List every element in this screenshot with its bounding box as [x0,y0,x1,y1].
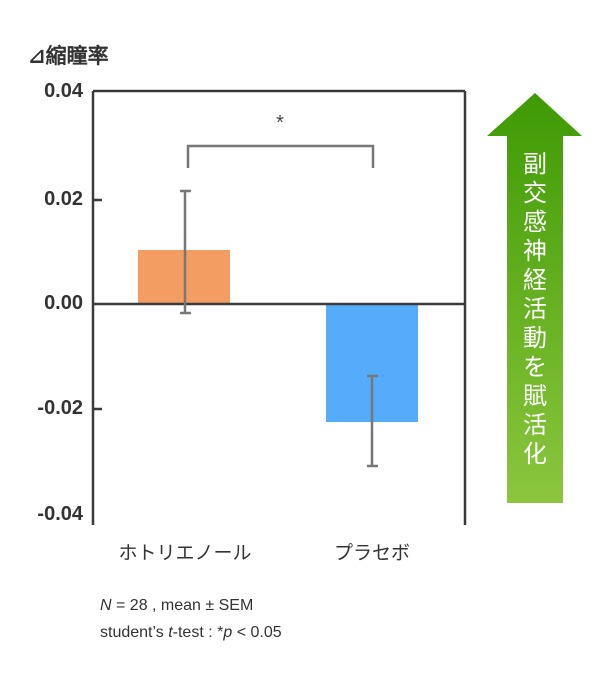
arrow-char: 活 [523,411,547,439]
x-category-hotrienol: ホトリエノール [118,542,252,564]
arrow-char: 化 [523,440,547,468]
footnote-sample: N = 28 , mean ± SEM [100,597,253,615]
arrow-char: 動 [523,324,547,352]
arrow-char: 活 [523,295,547,323]
y-tick-label-0.04: 0.04 [44,80,83,102]
footnote-p-rest: < 0.05 [232,624,282,641]
delta-icon: ⊿ [28,44,46,68]
x-category-placebo: プラセボ [333,542,410,564]
arrow-label: 副 交 感 神 経 活 動 を 賦 活 化 [507,150,563,469]
y-axis-title-text: 縮瞳率 [45,44,109,68]
arrow-char: 感 [523,208,547,236]
arrow-char: 交 [523,179,547,207]
footnote-t: t [168,624,173,641]
arrow-char: 神 [523,237,547,265]
significance-bracket [186,144,375,168]
footnote-test: student’s t-test : *p < 0.05 [100,624,282,642]
up-arrow-icon [487,93,582,503]
error-bar-placebo [367,374,378,468]
footnote-test-prefix: student’s [100,624,169,641]
plot-frame [91,89,467,525]
arrow-char: 副 [523,150,547,178]
footnote-n: N [100,597,112,614]
arrow-char: 賦 [523,382,547,410]
y-tick-label-neg0.04: -0.04 [37,503,83,525]
footnote-p: p [223,624,233,641]
y-tick-label-neg0.02: -0.02 [37,397,83,419]
significance-marker: * [276,112,284,134]
footnote-n-rest: = 28 , mean ± SEM [111,597,254,614]
footnote-test-mid: -test : * [172,624,224,641]
y-tick-label-0.00: 0.00 [44,292,83,314]
y-axis-title: ⊿縮瞳率 [28,40,109,70]
error-bar-hotrienol [180,189,191,315]
arrow-char: を [523,353,547,381]
arrow-char: 経 [523,266,547,294]
y-tick-label-0.02: 0.02 [44,188,83,210]
